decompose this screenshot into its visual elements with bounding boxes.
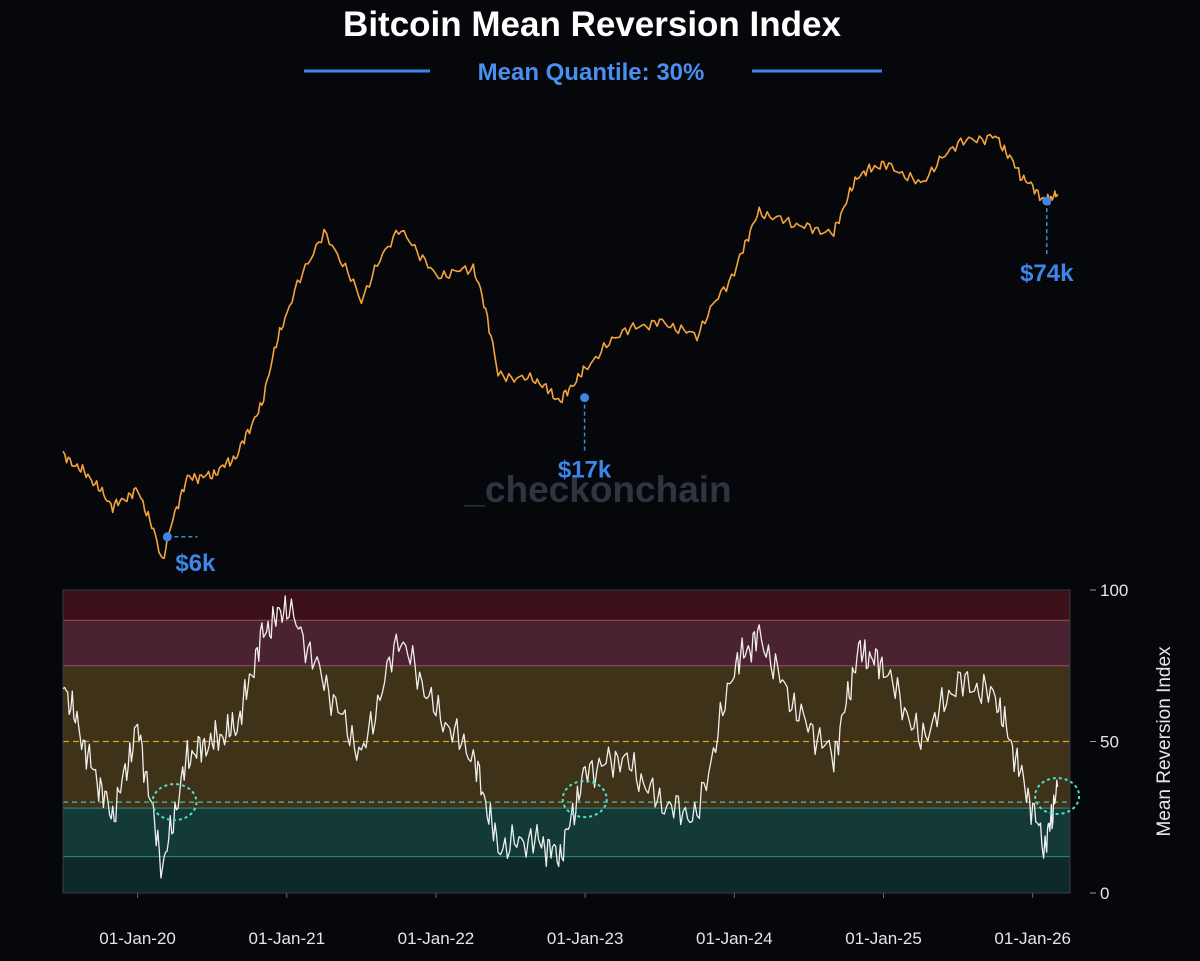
price-annotation-label-1: $17k (558, 457, 612, 484)
index-panel (62, 595, 1081, 879)
index-reference-lines (62, 589, 1071, 894)
index-band-0 (63, 590, 1070, 621)
price-annotation-label-2: $74k (1020, 260, 1074, 287)
index-highlight-circle-0 (151, 783, 198, 822)
x-tick-label-2: 01-Jan-22 (398, 929, 475, 948)
index-band-4 (63, 856, 1070, 893)
x-tick-label-0: 01-Jan-20 (99, 929, 176, 948)
x-tick-label-5: 01-Jan-25 (845, 929, 922, 948)
price-panel: $6k $17k $74k (62, 133, 1074, 577)
index-bands (63, 590, 1070, 893)
x-tick-label-4: 01-Jan-24 (696, 929, 773, 948)
x-tick-label-3: 01-Jan-23 (547, 929, 624, 948)
x-tick-label-1: 01-Jan-21 (248, 929, 325, 948)
index-series-line (62, 595, 1059, 879)
watermark: _checkonchain (463, 469, 731, 510)
y-tick-label-0: 0 (1100, 884, 1109, 903)
chart-title: Bitcoin Mean Reversion Index (343, 5, 841, 44)
index-band-1 (63, 620, 1070, 666)
index-band-3 (63, 808, 1070, 857)
chart-subtitle: Mean Quantile: 30% (478, 59, 705, 86)
price-annotation-label-0: $6k (175, 550, 216, 577)
y-tick-label-2: 100 (1100, 581, 1128, 600)
index-highlight-circle-1 (561, 780, 608, 819)
y-tick-label-1: 50 (1100, 733, 1119, 752)
index-band-2 (63, 665, 1070, 809)
x-tick-label-6: 01-Jan-26 (994, 929, 1071, 948)
index-ylabel: Mean Reversion Index (1154, 646, 1175, 837)
index-panel-frame (62, 589, 1071, 894)
axes: 01-Jan-20 01-Jan-21 01-Jan-22 01-Jan-23 01-J… (99, 581, 1175, 948)
index-highlight-circle-2 (1034, 777, 1081, 816)
price-series-line (62, 133, 1059, 560)
